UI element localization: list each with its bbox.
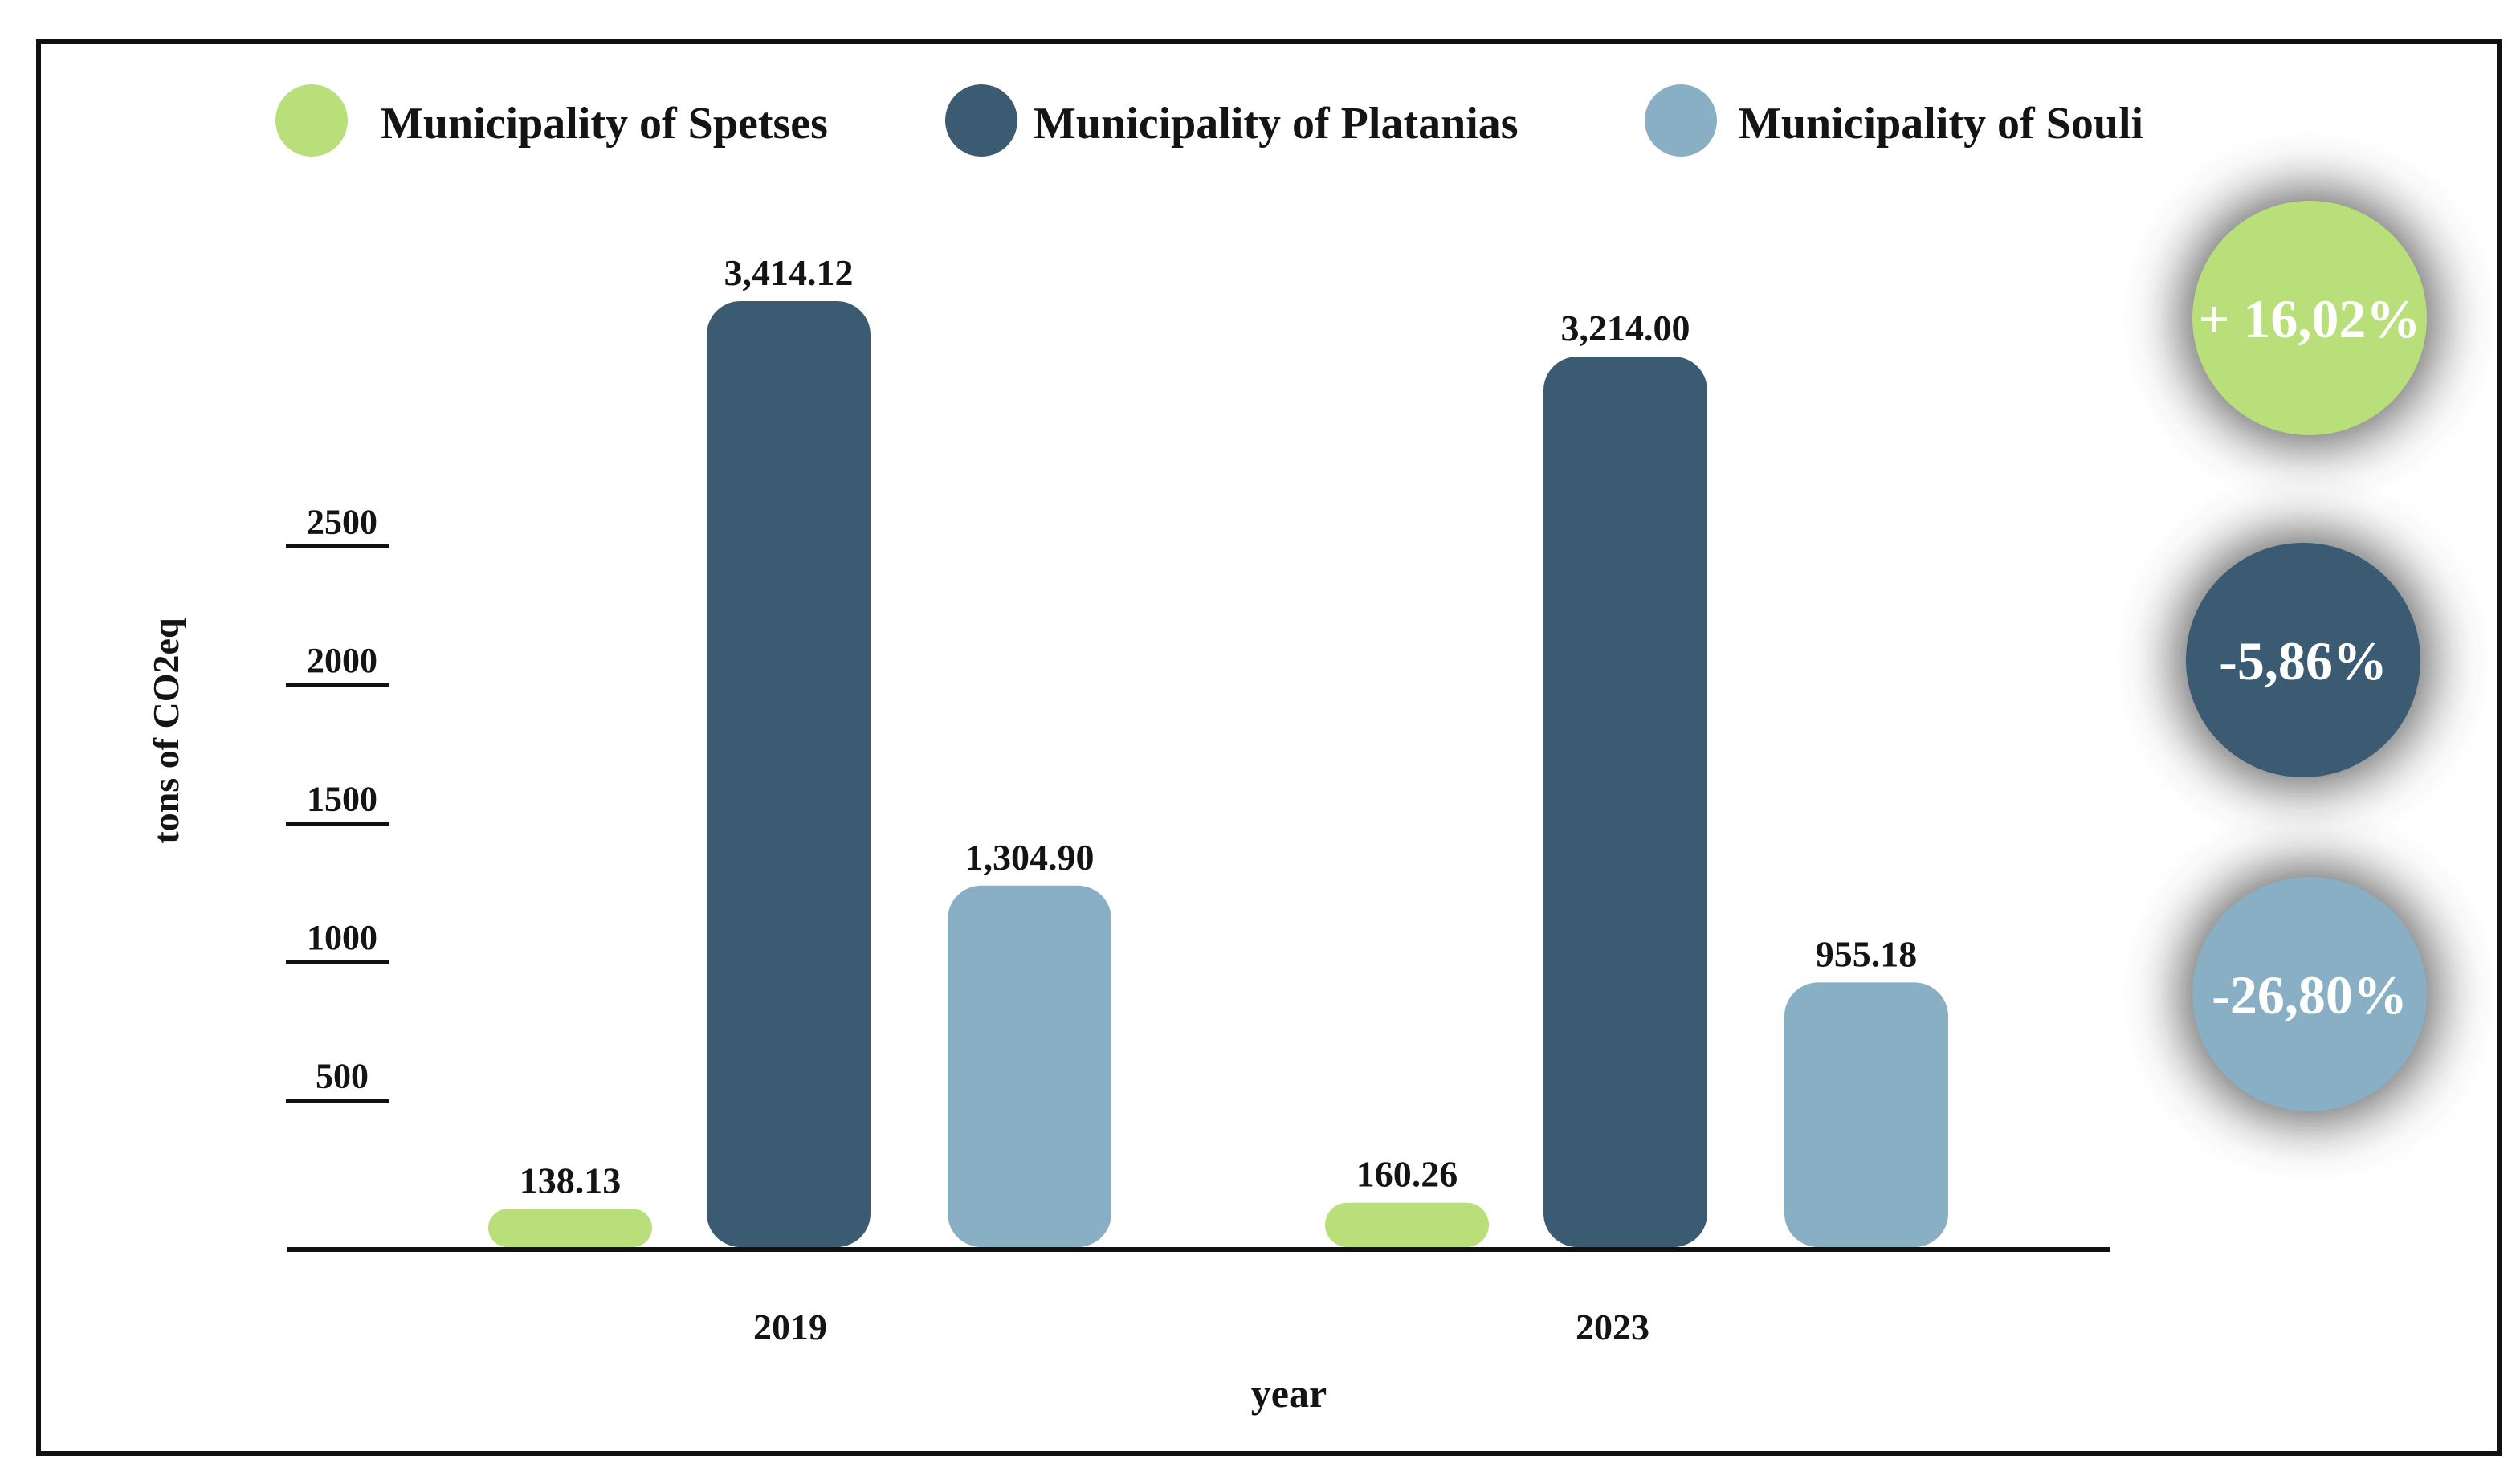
y-axis: 500 1000 1500 2000 2500	[286, 502, 389, 1103]
change-badge-1	[2192, 201, 2427, 435]
change-badge-2	[2186, 543, 2420, 777]
bar-value-label: 1,304.90	[965, 837, 1095, 878]
change-badge-label: + 16,02%	[2199, 288, 2421, 349]
legend-swatch-2	[945, 84, 1017, 157]
legend-swatch-3	[1645, 84, 1717, 157]
bar-3-2019	[948, 885, 1111, 1247]
bar-3-2023	[1784, 982, 1948, 1247]
bar-1-2019	[488, 1209, 652, 1247]
x-axis-tick-labels: 2019 2023	[753, 1307, 1649, 1347]
y-tick-label: 2500	[307, 502, 377, 541]
y-tick-label: 1500	[307, 779, 377, 818]
y-tick-label: 500	[316, 1056, 369, 1095]
bar-value-label: 955.18	[1816, 933, 1918, 974]
bar-1-2023	[1325, 1202, 1489, 1247]
change-badge-3	[2192, 877, 2427, 1111]
bar-2-2019	[707, 301, 871, 1247]
y-axis-label: tons of CO2eq	[145, 618, 186, 844]
y-tick-label: 1000	[307, 918, 377, 957]
change-badge-label: -5,86%	[2219, 630, 2387, 691]
legend-label-2: Municipality of Platanias	[1034, 99, 1519, 149]
bar-value-label: 3,214.00	[1561, 308, 1690, 349]
bar-value-label: 138.13	[520, 1160, 622, 1201]
bar-2-2023	[1543, 357, 1707, 1247]
bar-value-label: 3,414.12	[724, 252, 854, 293]
bar-value-labels: 138.13 3,414.12 1,304.90 160.26 3,214.00 955.…	[520, 252, 1918, 1201]
chart-frame	[36, 39, 2502, 1456]
change-badge-label: -26,80%	[2212, 964, 2408, 1025]
bars	[488, 301, 1948, 1247]
y-tick-label: 2000	[307, 641, 377, 680]
legend: Municipality of Spetses Municipality of P…	[275, 84, 2143, 157]
bar-value-label: 160.26	[1356, 1154, 1458, 1195]
x-tick-label: 2023	[1576, 1307, 1649, 1347]
x-axis-label: year	[1251, 1371, 1327, 1416]
legend-swatch-1	[275, 84, 348, 157]
change-badges: + 16,02% -5,86% -26,80%	[2175, 190, 2438, 1123]
legend-label-1: Municipality of Spetses	[381, 99, 828, 149]
x-tick-label: 2019	[753, 1307, 827, 1347]
legend-label-3: Municipality of Souli	[1739, 99, 2143, 149]
